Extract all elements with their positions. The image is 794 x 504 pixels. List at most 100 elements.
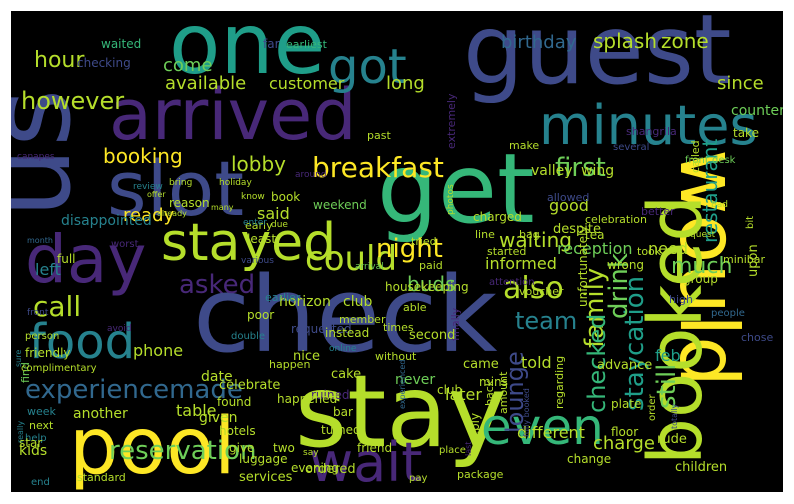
word-various: various (241, 256, 274, 266)
word-weekend: weekend (313, 198, 367, 212)
word-started: started (487, 245, 526, 258)
word-charge: charge (593, 433, 655, 454)
word-much: much (671, 254, 732, 279)
word-earlier: earlier (265, 291, 301, 304)
word-housekeeping: housekeeping (385, 280, 469, 294)
word-tried: tried (411, 235, 437, 248)
word-valley: valley (531, 163, 573, 179)
word-advance: advance (597, 358, 652, 373)
word-since: since (717, 73, 764, 94)
word-find: find (19, 362, 32, 383)
word-requested: requested (291, 322, 352, 336)
word-waited: waited (101, 37, 141, 51)
word-booking: booking (103, 144, 183, 168)
word-club: club (343, 294, 372, 310)
word-breakfast: breakfast (312, 151, 444, 184)
word-attention: attention (489, 277, 535, 288)
word-booked: booked (633, 195, 719, 465)
word-better: better (641, 205, 675, 218)
word-family: family (580, 268, 610, 348)
word-order: order (647, 393, 658, 421)
word-bad: bad (711, 200, 728, 210)
word-customer: customer (269, 74, 345, 93)
word-canapes: canapes (17, 152, 55, 162)
word-horizon: horizon (279, 294, 331, 310)
word-front-desk: front desk (685, 155, 736, 166)
word-tea: tea (585, 228, 604, 242)
word-charged: charged (473, 210, 522, 224)
word-food: food (29, 314, 135, 370)
word-ruined: ruined (311, 388, 349, 402)
word-slot: slot (107, 144, 244, 233)
word-left: left (35, 260, 61, 279)
word-despite: despite (553, 222, 601, 237)
word-call: call (33, 290, 81, 323)
word-help: help (25, 433, 47, 444)
word-times: times (383, 321, 414, 334)
word-first: first (555, 153, 606, 183)
word-wing: wing (581, 163, 614, 179)
word-totally: totally (670, 403, 679, 429)
word-early: early (245, 219, 273, 232)
word-people: people (711, 308, 745, 319)
word-arrived: arrived (109, 74, 357, 156)
word-later: later (445, 385, 482, 404)
word-shangrila: shangrila (626, 125, 677, 138)
word-know: know (241, 192, 265, 202)
word-mins: mins (479, 375, 508, 389)
word-long: long (386, 73, 425, 94)
word-hotels: hotels (219, 424, 256, 438)
word-said: said (257, 204, 290, 223)
word-another: another (73, 406, 128, 422)
word-line: line (475, 228, 495, 241)
word-allowed: allowed (547, 191, 589, 204)
word-kids: kids (19, 443, 47, 459)
word-least: least (247, 232, 276, 246)
word-however: however (21, 87, 124, 115)
word-pool: pool (69, 402, 236, 492)
word-due: due (271, 220, 288, 230)
word-avoid: avoid (107, 324, 132, 334)
word-staycation: staycation (620, 276, 650, 411)
word-voucher: voucher (519, 285, 564, 298)
word-chose: chose (741, 331, 773, 344)
word-unfortunately: unfortunately (576, 225, 590, 307)
word-team: team (515, 307, 577, 335)
word-splash: splash (593, 29, 657, 53)
word-counter: counter (731, 103, 783, 119)
word-buds: buds (407, 272, 456, 296)
word-asked: asked (179, 270, 255, 300)
word-need: need (648, 239, 688, 258)
word-turned: turned (321, 423, 361, 437)
word-photos: photos (446, 184, 456, 215)
word-offer: offer (147, 190, 166, 199)
word-able: able (403, 301, 427, 314)
word-got: got (328, 39, 407, 95)
word-group: group (683, 272, 718, 286)
word-change: change (567, 452, 611, 466)
word-phone: phone (133, 341, 183, 360)
word-one: one (169, 11, 325, 93)
word-found: found (217, 395, 251, 409)
word-birthday: birthday (501, 32, 577, 53)
word-rude: rude (657, 432, 687, 447)
word-earliest: earliest (286, 38, 328, 51)
word-high: high (669, 293, 693, 306)
word-enter: enter (243, 218, 267, 228)
word-finally: finally (449, 307, 462, 341)
word-second: second (409, 328, 455, 343)
word-could: could (305, 239, 397, 279)
word-still: still (652, 364, 682, 409)
word-cake: cake (331, 367, 361, 382)
word-celebration: celebration (585, 213, 647, 226)
word-friend: friend (357, 441, 392, 455)
word-night: night (376, 234, 443, 264)
word-ready: ready (123, 205, 175, 226)
word-review: review (133, 182, 163, 192)
word-holiday: holiday (219, 178, 252, 188)
word-experienced: experienced (398, 360, 407, 409)
word-fully-booked: fully booked (522, 388, 531, 437)
word-reception: reception (557, 239, 633, 258)
word-around: around (295, 170, 327, 180)
